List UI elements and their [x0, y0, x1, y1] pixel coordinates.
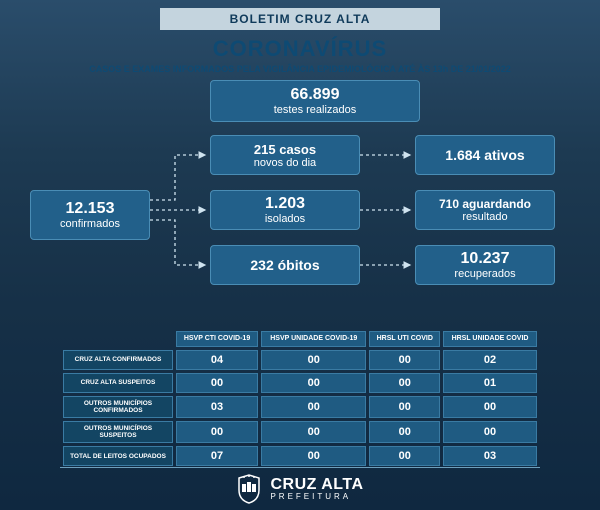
- box-tests: 66.899 testes realizados: [210, 80, 420, 122]
- cell: 00: [443, 396, 537, 418]
- box-recovered: 10.237 recuperados: [415, 245, 555, 285]
- box-isolated: 1.203 isolados: [210, 190, 360, 230]
- confirmed-label: confirmados: [37, 218, 143, 230]
- col-header: HRSL UTI COVID: [369, 331, 440, 347]
- table-blank-header: [63, 331, 173, 347]
- cell: 00: [176, 421, 258, 443]
- tests-value: 66.899: [217, 86, 413, 104]
- footer-divider: [60, 467, 540, 468]
- awaiting-value: 710 aguardando: [422, 197, 548, 211]
- recovered-label: recuperados: [422, 268, 548, 280]
- active-value: 1.684 ativos: [422, 147, 548, 163]
- box-deaths: 232 óbitos: [210, 245, 360, 285]
- new-cases-label: novos do dia: [217, 157, 353, 169]
- cell: 00: [369, 373, 440, 393]
- box-active: 1.684 ativos: [415, 135, 555, 175]
- table-row: TOTAL DE LEITOS OCUPADOS 07 00 00 03: [63, 446, 537, 466]
- tests-label: testes realizados: [217, 104, 413, 116]
- cell: 00: [369, 446, 440, 466]
- box-awaiting: 710 aguardando resultado: [415, 190, 555, 230]
- table-row: CRUZ ALTA SUSPEITOS 00 00 00 01: [63, 373, 537, 393]
- col-header: HSVP CTI COVID-19: [176, 331, 258, 347]
- cell: 00: [176, 373, 258, 393]
- cell: 00: [261, 396, 366, 418]
- cell: 00: [261, 350, 366, 370]
- footer-brand: CRUZ ALTA PREFEITURA: [236, 474, 363, 510]
- cell: 07: [176, 446, 258, 466]
- row-header: TOTAL DE LEITOS OCUPADOS: [63, 446, 173, 466]
- cell: 00: [261, 373, 366, 393]
- row-header: CRUZ ALTA SUSPEITOS: [63, 373, 173, 393]
- table-header-row: HSVP CTI COVID-19 HSVP UNIDADE COVID-19 …: [63, 331, 537, 347]
- crest-icon: [236, 474, 262, 504]
- table-row: OUTROS MUNICÍPIOS SUSPEITOS 00 00 00 00: [63, 421, 537, 443]
- row-header: OUTROS MUNICÍPIOS CONFIRMADOS: [63, 396, 173, 418]
- row-header: OUTROS MUNICÍPIOS SUSPEITOS: [63, 421, 173, 443]
- cell: 03: [176, 396, 258, 418]
- brand-sub: PREFEITURA: [270, 493, 363, 501]
- cell: 03: [443, 446, 537, 466]
- box-new-cases: 215 casos novos do dia: [210, 135, 360, 175]
- table-row: OUTROS MUNICÍPIOS CONFIRMADOS 03 00 00 0…: [63, 396, 537, 418]
- footer: CRUZ ALTA PREFEITURA: [0, 467, 600, 510]
- cell: 02: [443, 350, 537, 370]
- cell: 00: [369, 396, 440, 418]
- page-subtitle: CASOS E EXAMES INFORMADOS PELA VIGILÂNCI…: [0, 64, 600, 74]
- deaths-value: 232 óbitos: [217, 257, 353, 273]
- cell: 00: [443, 421, 537, 443]
- box-confirmed: 12.153 confirmados: [30, 190, 150, 240]
- recovered-value: 10.237: [422, 250, 548, 268]
- isolated-value: 1.203: [217, 195, 353, 213]
- cell: 00: [369, 350, 440, 370]
- cell: 00: [369, 421, 440, 443]
- cell: 01: [443, 373, 537, 393]
- confirmed-value: 12.153: [37, 200, 143, 218]
- col-header: HSVP UNIDADE COVID-19: [261, 331, 366, 347]
- awaiting-label: resultado: [422, 211, 548, 223]
- flow-diagram: 66.899 testes realizados 12.153 confirma…: [0, 80, 600, 320]
- cell: 04: [176, 350, 258, 370]
- col-header: HRSL UNIDADE COVID: [443, 331, 537, 347]
- table-row: CRUZ ALTA CONFIRMADOS 04 00 00 02: [63, 350, 537, 370]
- cell: 00: [261, 446, 366, 466]
- brand-main: CRUZ ALTA: [270, 477, 363, 493]
- row-header: CRUZ ALTA CONFIRMADOS: [63, 350, 173, 370]
- page-title: CORONAVÍRUS: [0, 36, 600, 62]
- new-cases-value: 215 casos: [217, 142, 353, 157]
- hospital-table: HSVP CTI COVID-19 HSVP UNIDADE COVID-19 …: [60, 328, 540, 469]
- header-bar: BOLETIM CRUZ ALTA: [160, 8, 440, 30]
- isolated-label: isolados: [217, 213, 353, 225]
- cell: 00: [261, 421, 366, 443]
